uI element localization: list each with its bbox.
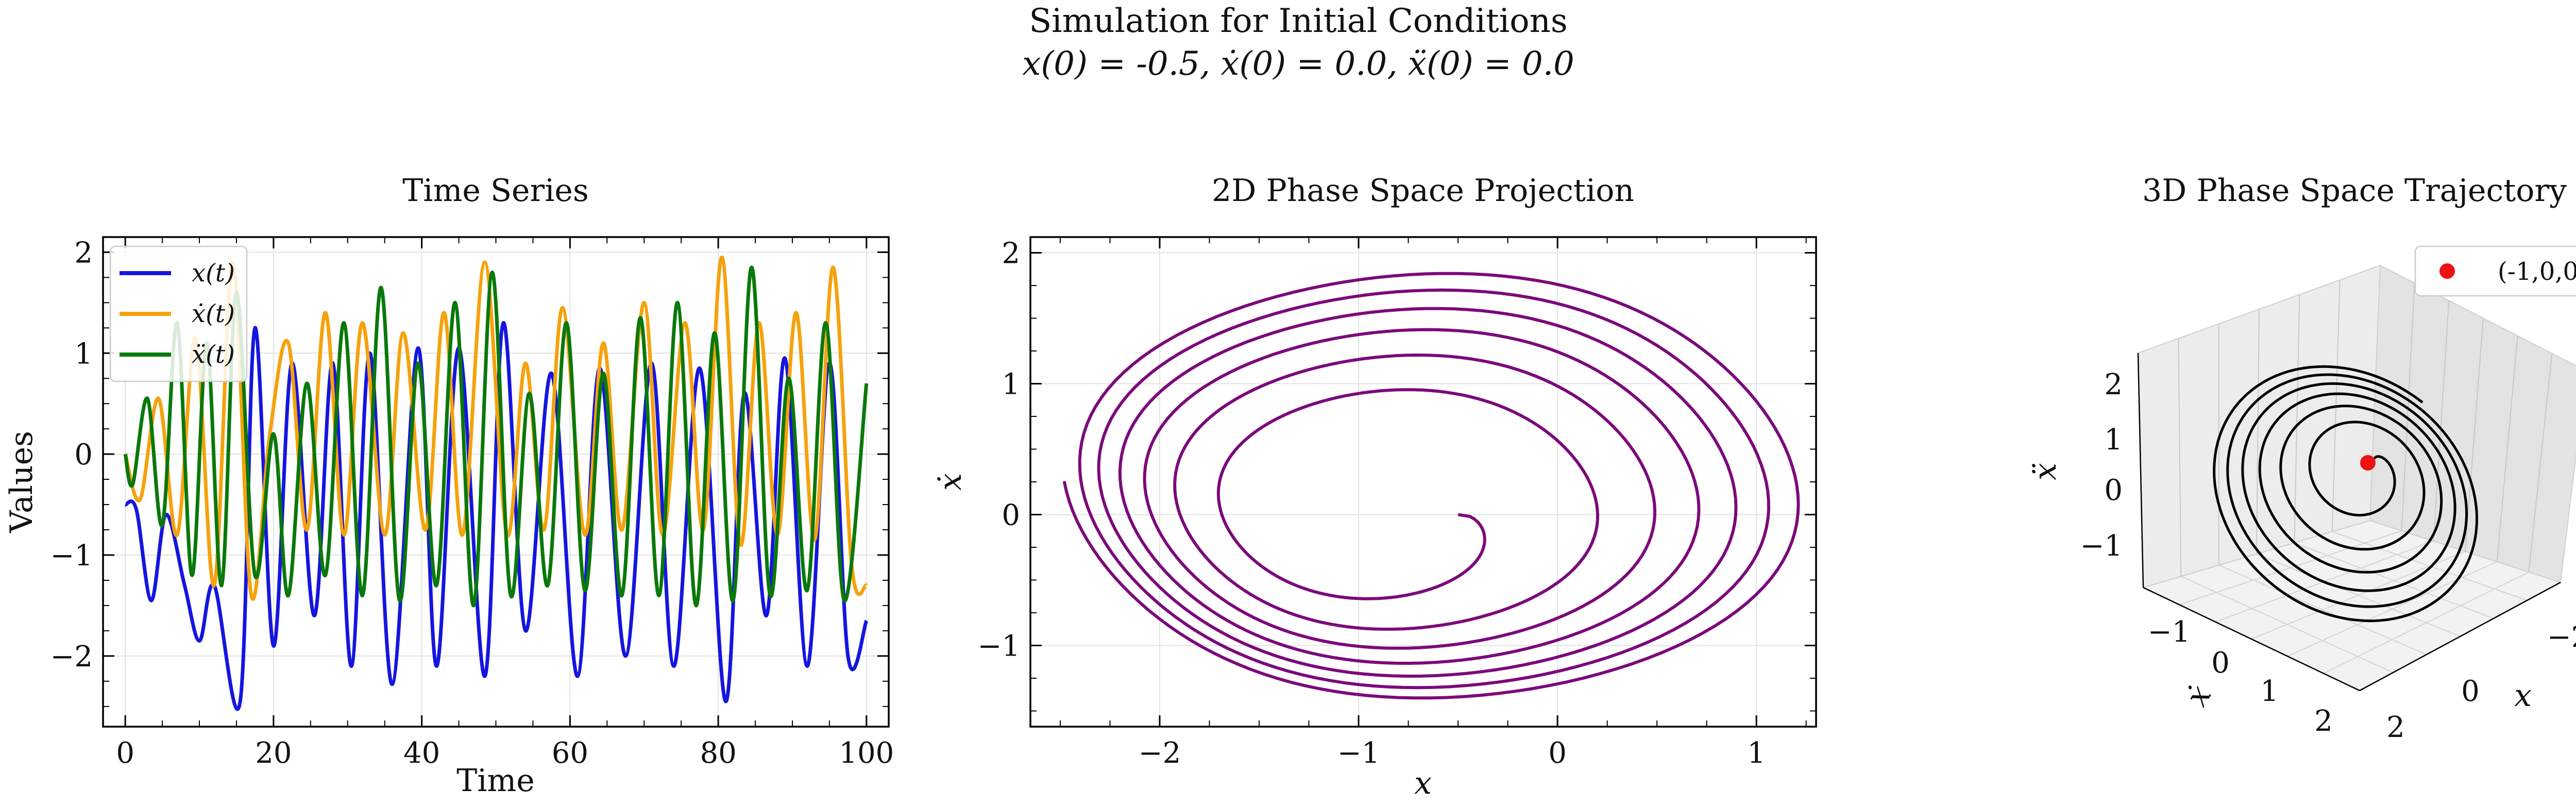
phase-2d-ytick-label: −1 [977,630,1020,663]
phase-3d-xtick-label: 2 [2386,711,2405,744]
time-series-xtick-label: 80 [700,736,736,770]
phase-3d-ztick-label: 2 [2104,368,2123,401]
time-series-panel: Time Series 0 20 40 60 80 100 −2 −1 0 1 2 Time Val… [4,173,894,799]
phase-3d-z-axis-line [2137,353,2144,588]
phase-3d-pane-grid-line [2528,353,2553,573]
time-series-xtick-label: 60 [552,736,588,770]
time-series-title: Time Series [402,173,588,209]
time-series-xtick-label: 20 [255,736,292,770]
phase-3d-pane-grid-line [2178,338,2182,577]
phase-2d-ytick-label: 1 [1002,367,1020,401]
time-series-ytick-label: 0 [74,438,93,472]
phase-2d-ytick-label: 2 [1002,237,1020,270]
phase-2d-ylabel: ẋ [933,473,969,491]
time-series-ylabel: Values [4,431,40,533]
phase-2d-xtick-label: −2 [1139,736,1181,770]
time-series-ticks: 0 20 40 60 80 100 −2 −1 0 1 2 [50,236,894,770]
phase-3d-ytick-label: 2 [2314,705,2333,738]
phase-2d-spiral-line [1062,272,1800,700]
phase-2d-frame [1029,236,1817,728]
phase-3d-legend-box [2414,245,2576,297]
phase-3d-pane-grid-line [2294,294,2300,543]
phase-3d-pane-grid-line [2401,283,2415,531]
phase-3d-zlabel: ẍ [2027,463,2063,480]
phase-3d-panel: 3D Phase Space Trajectory −1012−1012−202… [2027,173,2576,744]
phase-3d-legend-label: (-1,0,0) [2498,257,2576,286]
phase-3d-x-axis-line [2359,581,2561,692]
time-series-xlabel: Time [456,763,535,799]
time-series-legend-box [109,245,248,382]
phase-3d-ztick-label: −1 [2080,529,2123,563]
time-series-xtick-label: 100 [839,736,894,770]
phase-2d-title: 2D Phase Space Projection [1212,173,1634,209]
phase-3d-pane-grid-line [2256,309,2260,555]
time-series-ytick-label: 2 [74,236,93,270]
phase-2d-grid [1030,237,1816,727]
phase-2d-lines [1062,272,1800,700]
phase-3d-ytick-label: −1 [2148,615,2191,649]
phase-3d-title: 3D Phase Space Trajectory [2142,173,2567,209]
phase-3d-ztick-label: 0 [2104,474,2123,507]
phase-3d-xlabel: x [2514,678,2532,714]
phase-3d-ylabel: ẋ [2179,679,2219,712]
time-series-legend: x(t) ẋ(t) ẍ(t) [109,245,248,382]
time-series-ytick-label: 1 [74,337,93,371]
phase-3d-pane-grid-line [2433,300,2450,542]
phase-3d-pane-grid-line [2496,336,2518,562]
figure-subtitle: x(0) = -0.5, ẋ(0) = 0.0, ẍ(0) = 0.0 [1022,45,1574,83]
phase-3d-ztick-label: 1 [2104,423,2123,457]
phase-3d-legend-marker [2439,263,2455,279]
phase-3d-trajectory [2213,365,2479,623]
phase-2d-xtick-label: 1 [1747,736,1766,770]
phase-3d-floor-grid-line [2323,572,2529,674]
time-series-xtick-label: 0 [116,736,134,770]
phase-3d-ytick-label: 1 [2260,675,2279,708]
phase-2d-xlabel: x [1414,765,1432,801]
legend-label-x: x(t) [192,259,235,288]
phase-3d-equilibrium-point [2360,455,2376,471]
phase-3d-xtick-label: 0 [2461,675,2480,708]
time-series-ytick-label: −1 [50,539,93,573]
phase-3d-ytick-label: 0 [2211,646,2230,680]
phase-3d-pane-grid-line [2465,318,2484,552]
phase-2d-xtick-label: −1 [1337,736,1380,770]
time-series-xtick-label: 40 [403,736,440,770]
legend-label-xddot: ẍ(t) [192,340,235,369]
phase-2d-ticks: −2 −1 0 1 −1 0 1 2 [977,237,1816,770]
phase-3d-y-axis-line [2143,586,2360,692]
legend-label-xdot: ẋ(t) [192,299,235,328]
phase-3d-xtick-label: −2 [2547,620,2576,654]
phase-2d-ytick-label: 0 [1002,499,1020,532]
figure-title: Simulation for Initial Conditions [1029,2,1567,40]
phase-3d-legend: (-1,0,0) [2414,245,2576,297]
phase-3d-grid [2178,280,2553,674]
phase-2d-xtick-label: 0 [1548,736,1567,770]
time-series-ytick-label: −2 [50,640,93,674]
